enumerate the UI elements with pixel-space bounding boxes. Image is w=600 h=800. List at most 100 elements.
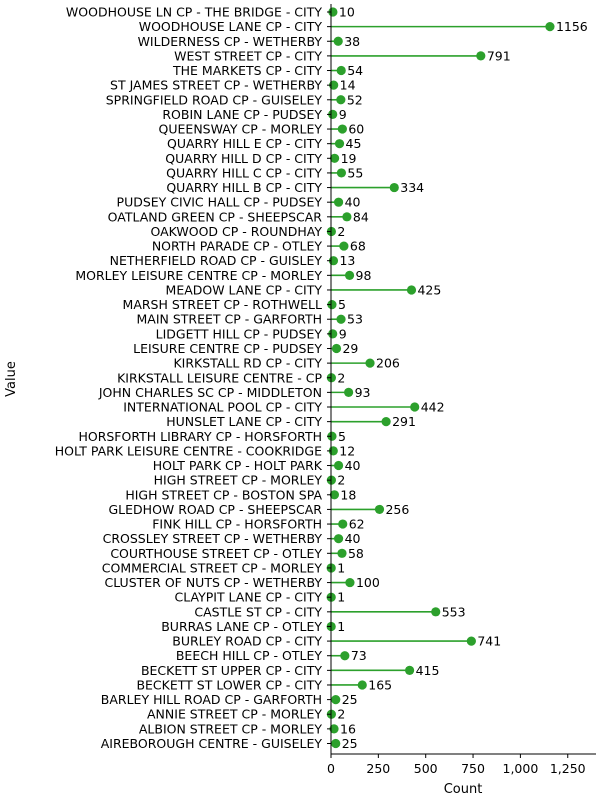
marker xyxy=(334,139,345,149)
value-label: 165 xyxy=(368,677,392,692)
value-label: 53 xyxy=(347,312,363,327)
marker xyxy=(410,402,420,412)
value-label: 14 xyxy=(340,78,356,93)
value-label: 12 xyxy=(339,443,355,458)
category-label: COMMERCIAL STREET CP - MORLEY xyxy=(102,560,323,575)
value-label: 442 xyxy=(421,400,445,415)
x-tick-label: 0 xyxy=(327,761,335,776)
value-label: 55 xyxy=(347,165,363,180)
marker xyxy=(333,36,343,46)
x-tick-label: 1,250 xyxy=(550,761,586,776)
category-label: LEISURE CENTRE CP - PUDSEY xyxy=(133,341,322,356)
value-label: 291 xyxy=(392,414,416,429)
marker xyxy=(357,680,367,690)
value-label: 40 xyxy=(345,195,361,210)
category-label: HUNSLET LANE CP - CITY xyxy=(166,414,322,429)
category-label: QUARRY HILL B CP - CITY xyxy=(166,180,322,195)
marker xyxy=(329,153,340,163)
category-label: WOODHOUSE LANE CP - CITY xyxy=(139,19,323,34)
category-label: SPRINGFIELD ROAD CP - GUISELEY xyxy=(106,92,323,107)
category-label: NORTH PARADE CP - OTLEY xyxy=(152,239,323,254)
marker xyxy=(345,577,355,588)
marker xyxy=(431,607,441,617)
marker xyxy=(333,197,344,207)
category-label: BEECH HILL CP - OTLEY xyxy=(176,648,323,663)
category-label: QUARRY HILL C CP - CITY xyxy=(166,165,322,180)
category-label: MEADOW LANE CP - CITY xyxy=(166,282,323,297)
marker xyxy=(344,270,355,280)
marker xyxy=(365,358,375,368)
category-label: BURRAS LANE CP - OTLEY xyxy=(161,619,322,634)
category-label: WOODHOUSE LN CP - THE BRIDGE - CITY xyxy=(66,5,322,20)
value-label: 93 xyxy=(355,385,371,400)
value-label: 98 xyxy=(356,268,372,283)
category-label: JOHN CHARLES SC CP - MIDDLETON xyxy=(98,385,322,400)
value-label: 52 xyxy=(347,92,363,107)
value-label: 1156 xyxy=(556,19,588,34)
value-label: 18 xyxy=(340,487,356,502)
category-label: HIGH STREET CP - MORLEY xyxy=(154,473,323,488)
marker xyxy=(331,343,342,354)
category-label: HOLT PARK LEISURE CENTRE - COOKRIDGE xyxy=(55,443,322,458)
marker xyxy=(327,431,337,441)
marker xyxy=(466,636,476,646)
marker xyxy=(545,22,555,32)
marker xyxy=(338,519,348,529)
marker xyxy=(344,387,354,397)
value-label: 100 xyxy=(356,575,380,590)
value-label: 2 xyxy=(337,707,345,722)
category-label: QUEENSWAY CP - MORLEY xyxy=(159,122,323,137)
category-label: OAKWOOD CP - ROUNDHAY xyxy=(150,224,322,239)
x-tick-label: 1,000 xyxy=(503,761,539,776)
marker xyxy=(329,724,339,734)
category-label: ANNIE STREET CP - MORLEY xyxy=(147,707,322,722)
marker xyxy=(329,490,340,500)
category-label: GLEDHOW ROAD CP - SHEEPSCAR xyxy=(109,502,323,517)
category-label: HOLT PARK CP - HOLT PARK xyxy=(153,458,323,473)
category-label: HORSFORTH LIBRARY CP - HORSFORTH xyxy=(78,429,322,444)
value-label: 5 xyxy=(338,297,346,312)
category-label: QUARRY HILL E CP - CITY xyxy=(167,136,322,151)
x-tick-label: 500 xyxy=(414,761,438,776)
value-label: 19 xyxy=(341,151,357,166)
marker xyxy=(406,285,417,295)
category-label: OATLAND GREEN CP - SHEEPSCAR xyxy=(108,209,323,224)
category-label: MARSH STREET CP - ROTHWELL xyxy=(123,297,322,312)
category-label: BECKETT ST UPPER CP - CITY xyxy=(141,663,322,678)
value-labels-group: 1011563879154145296045195533440842681398… xyxy=(337,5,588,752)
value-label: 206 xyxy=(376,356,400,371)
value-label: 16 xyxy=(340,721,356,736)
category-label: AIREBOROUGH CENTRE - GUISELEY xyxy=(101,736,323,751)
category-label: ROBIN LANE CP - PUDSEY xyxy=(162,107,322,122)
value-label: 84 xyxy=(353,209,369,224)
value-label: 68 xyxy=(350,239,366,254)
category-label: PUDSEY CIVIC HALL CP - PUDSEY xyxy=(117,195,323,210)
x-axis-title: Count xyxy=(444,782,483,797)
category-label: CLAYPIT LANE CP - CITY xyxy=(175,590,323,605)
markers-group xyxy=(326,7,555,749)
value-label: 9 xyxy=(339,107,347,122)
marker xyxy=(337,124,347,134)
value-label: 334 xyxy=(400,180,424,195)
value-label: 40 xyxy=(345,531,361,546)
value-label: 29 xyxy=(342,341,358,356)
marker xyxy=(328,109,338,120)
marker xyxy=(331,695,341,705)
marker xyxy=(374,504,385,515)
marker xyxy=(328,329,338,339)
marker xyxy=(333,534,344,544)
value-label: 9 xyxy=(339,326,347,341)
marker xyxy=(405,665,415,675)
category-label: BECKETT ST LOWER CP - CITY xyxy=(136,677,322,692)
category-label: MORLEY LEISURE CENTRE CP - MORLEY xyxy=(75,268,322,283)
category-label: LIDGETT HILL CP - PUDSEY xyxy=(156,326,323,341)
value-label: 553 xyxy=(442,604,466,619)
category-labels-group: WOODHOUSE LN CP - THE BRIDGE - CITYWOODH… xyxy=(55,5,331,751)
category-label: FINK HILL CP - HORSFORTH xyxy=(152,517,322,532)
marker xyxy=(381,417,391,427)
value-label: 54 xyxy=(347,63,363,78)
value-label: 415 xyxy=(416,663,440,678)
value-label: 40 xyxy=(345,458,361,473)
marker xyxy=(336,95,346,105)
